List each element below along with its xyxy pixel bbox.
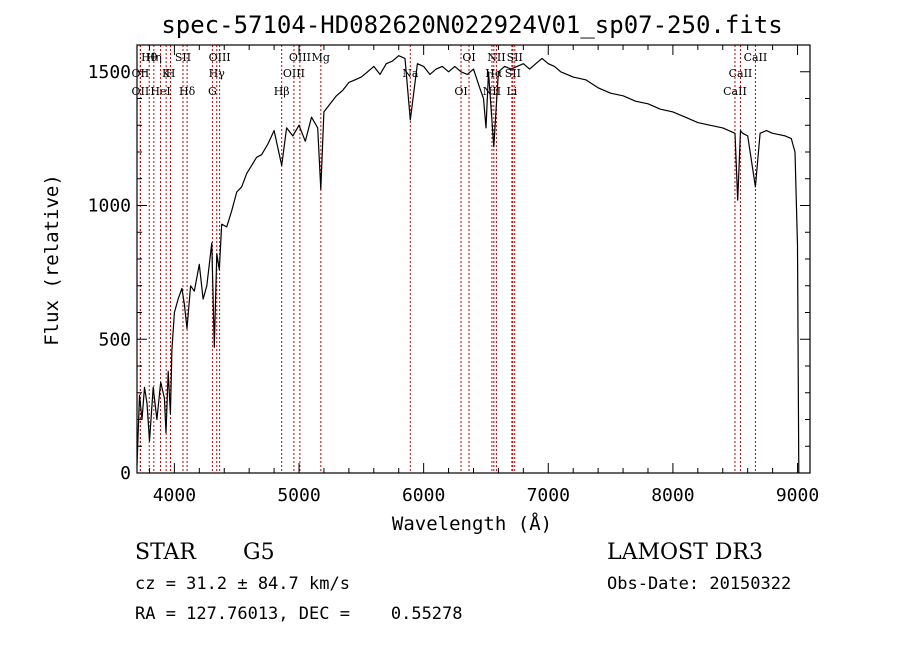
plot-frame xyxy=(136,44,811,474)
survey-name: LAMOST DR3 xyxy=(607,540,763,565)
line-label: CaII xyxy=(744,51,768,64)
line-label: OIII xyxy=(283,67,305,80)
line-label: Hθ xyxy=(141,51,158,64)
line-label: G xyxy=(208,85,217,98)
y-tick-label: 1000 xyxy=(88,196,131,217)
line-label: OI xyxy=(454,85,467,98)
line-label: OI xyxy=(462,51,475,64)
y-tick-label: 0 xyxy=(120,463,131,484)
x-axis-label: Wavelength (Å) xyxy=(392,512,552,535)
line-label: H xyxy=(166,67,176,80)
line-label: OIII xyxy=(209,51,231,64)
line-label: OII xyxy=(132,85,150,98)
axis-ticks: 4000 5000 6000 7000 8000 9000 0 500 1000 1500 xyxy=(88,44,819,506)
line-label: SII xyxy=(505,67,521,80)
y-tick-label: 500 xyxy=(98,329,131,350)
line-label: Hγ xyxy=(209,67,226,80)
line-label: Hη xyxy=(146,51,162,64)
line-label: Li xyxy=(506,85,517,98)
y-tick-label: 1500 xyxy=(88,62,131,83)
line-label: SII xyxy=(507,51,523,64)
line-label: OII xyxy=(132,67,150,80)
x-tick-label: 6000 xyxy=(402,485,445,506)
line-label: SII xyxy=(175,51,191,64)
x-tick-label: 8000 xyxy=(651,485,694,506)
chart-title: spec-57104-HD082620N022924V01_sp07-250.f… xyxy=(161,11,782,39)
line-label: CaII xyxy=(723,85,747,98)
x-tick-label: 4000 xyxy=(153,485,196,506)
line-label: K xyxy=(162,67,171,80)
line-label: HeI xyxy=(150,85,170,98)
coordinates: RA = 127.76013, DEC = 0.55278 xyxy=(135,604,463,624)
line-label: NII xyxy=(483,85,501,98)
x-tick-label: 7000 xyxy=(527,485,570,506)
object-subclass: G5 xyxy=(243,540,275,565)
spectrum-line xyxy=(136,55,800,474)
line-label: Mg xyxy=(312,51,330,64)
spectral-line-labels: Hθ OII OII HηK HeI SII HHδ OIII Hγ G OIII OIII Hβ Mg N… xyxy=(132,51,768,98)
line-label: Hδ xyxy=(179,85,196,98)
observation-date: Obs-Date: 20150322 xyxy=(607,574,792,594)
x-tick-label: 5000 xyxy=(277,485,320,506)
line-label: NII xyxy=(487,51,505,64)
spectral-line-markers xyxy=(139,45,756,473)
object-class: STAR xyxy=(135,540,196,565)
redshift-cz: cz = 31.2 ± 84.7 km/s xyxy=(135,574,350,594)
line-label: Hβ xyxy=(274,85,290,98)
line-label: OIII xyxy=(289,51,311,64)
plot-frame-rect xyxy=(136,44,811,474)
x-tick-label: 9000 xyxy=(776,485,819,506)
line-label: CaII xyxy=(729,67,753,80)
y-axis-label: Flux (relative) xyxy=(41,174,63,346)
